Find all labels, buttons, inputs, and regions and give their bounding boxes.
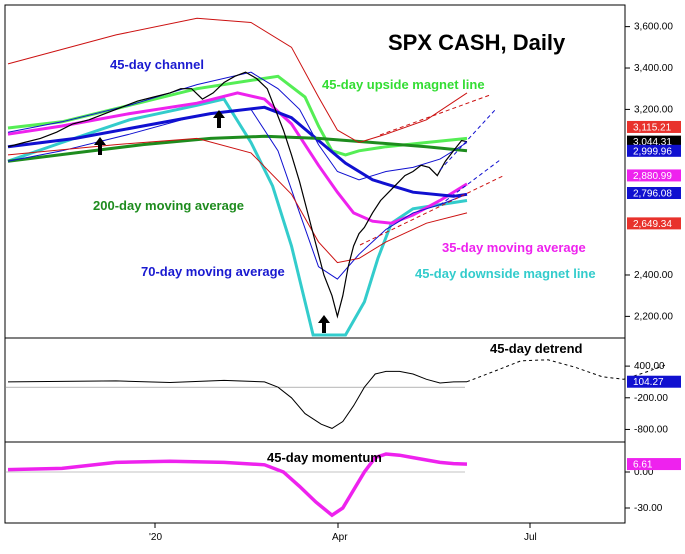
- svg-text:3,115.21: 3,115.21: [633, 122, 672, 133]
- arrow-up-icon: [213, 110, 225, 128]
- price-badge-2-649-34: 2,649.34: [627, 217, 681, 230]
- series-45-day-channel-lower: [7, 108, 468, 280]
- series-70-day-moving-average: [7, 105, 468, 198]
- x-tick-label: Apr: [332, 532, 348, 543]
- annotation-200-day-ma: 200-day moving average: [93, 198, 244, 213]
- y-tick-label: 2,200.00: [634, 311, 673, 322]
- projection-channel-line: [439, 159, 501, 206]
- series-detrend: [7, 370, 468, 429]
- series-45-day-channel-upper: [7, 71, 468, 181]
- x-tick-label: '20: [149, 532, 162, 543]
- svg-text:2,796.08: 2,796.08: [633, 189, 672, 200]
- projection-channel-line: [379, 94, 491, 136]
- axis-layer: 3,600.00 3,400.00 3,200.00 2,400.00 2,200.00…: [149, 22, 681, 543]
- arrow-up-icon: [94, 137, 106, 155]
- svg-text:2,649.34: 2,649.34: [633, 219, 672, 230]
- series-outer-channel-upper: [7, 17, 468, 144]
- y-tick-label: 2,400.00: [634, 270, 673, 281]
- series-outer-channel-lower: [7, 137, 468, 264]
- momentum-panel: [5, 452, 468, 518]
- series-price: [7, 71, 468, 319]
- arrow-up-icon: [318, 315, 330, 333]
- series-45-day-upside-magnet-line: [7, 74, 468, 157]
- annotation-35-day-ma: 35-day moving average: [442, 240, 586, 255]
- svg-text:6.61: 6.61: [633, 460, 653, 471]
- annotation-70-day-ma: 70-day moving average: [141, 264, 285, 279]
- y-tick-label: 0.00: [634, 467, 654, 478]
- price-badge-2-880-99: 2,880.99: [627, 169, 681, 182]
- detrend-panel: [5, 359, 667, 429]
- y-tick-label: -200.00: [634, 393, 668, 404]
- y-tick-label: 3,400.00: [634, 63, 673, 74]
- svg-text:3,044.31: 3,044.31: [633, 137, 672, 148]
- price-badge-2-999-96: 2,999.96: [627, 144, 681, 157]
- annotation-45-day-channel: 45-day channel: [110, 57, 204, 72]
- chart-title: SPX CASH, Daily: [388, 30, 566, 55]
- y-tick-label: -30.00: [634, 503, 663, 514]
- annotation-upside-magnet: 45-day upside magnet line: [322, 77, 485, 92]
- x-tick-label: Jul: [524, 532, 537, 543]
- series-45-day-downside-magnet-line: [7, 97, 468, 337]
- series-momentum: [7, 452, 468, 518]
- y-tick-label: -800.00: [634, 424, 668, 435]
- series-projection: [466, 359, 667, 383]
- annotation-downside-magnet: 45-day downside magnet line: [415, 266, 596, 281]
- detrend-title: 45-day detrend: [490, 341, 583, 356]
- svg-text:2,999.96: 2,999.96: [633, 146, 672, 157]
- y-tick-label: 400.00: [634, 361, 665, 372]
- price-badge-104-27: 104.27: [627, 375, 681, 388]
- main-panel: [7, 17, 506, 337]
- price-badge-6-61: 6.61: [627, 458, 681, 471]
- y-tick-label: 3,600.00: [634, 22, 673, 33]
- svg-text:2,880.99: 2,880.99: [633, 171, 672, 182]
- price-badge-2-796-08: 2,796.08: [627, 187, 681, 200]
- projection-channel-line: [359, 174, 506, 246]
- momentum-title: 45-day momentum: [267, 450, 382, 465]
- price-badge-3-115-21: 3,115.21: [627, 120, 681, 133]
- svg-text:104.27: 104.27: [633, 377, 664, 388]
- price-badge-3-044-31: 3,044.31: [627, 135, 681, 148]
- y-tick-label: 3,200.00: [634, 104, 673, 115]
